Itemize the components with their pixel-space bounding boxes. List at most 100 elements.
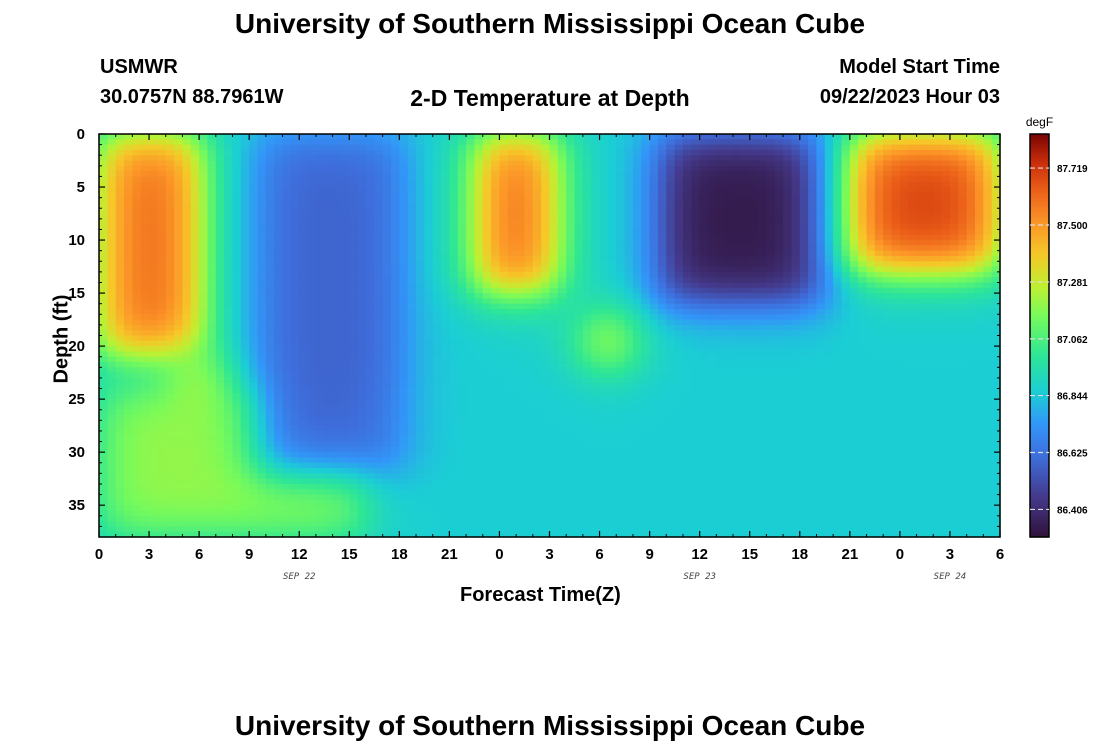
heatmap-cell: [641, 134, 651, 140]
heatmap-cell: [274, 356, 284, 363]
heatmap-cell: [265, 149, 275, 156]
heatmap-cell: [566, 505, 576, 512]
heatmap-cell: [582, 144, 592, 151]
heatmap-cell: [474, 255, 484, 262]
heatmap-cell: [324, 521, 334, 527]
heatmap-cell: [557, 499, 567, 506]
heatmap-cell: [182, 499, 192, 506]
heatmap-cell: [482, 478, 492, 485]
heatmap-cell: [240, 452, 250, 459]
heatmap-cell: [115, 293, 125, 299]
heatmap-cell: [349, 171, 359, 178]
heatmap-cell: [324, 324, 334, 331]
heatmap-cell: [115, 229, 125, 236]
heatmap-cell: [190, 224, 200, 231]
heatmap-cell: [599, 282, 609, 289]
heatmap-cell: [616, 335, 626, 342]
heatmap-cell: [215, 531, 225, 538]
heatmap-cell: [349, 176, 359, 183]
heatmap-cell: [491, 457, 501, 464]
heatmap-cell: [599, 425, 609, 432]
heatmap-cell: [466, 468, 476, 474]
heatmap-cell: [466, 271, 476, 278]
heatmap-cell: [441, 293, 450, 299]
heatmap-cell: [282, 149, 292, 156]
heatmap-cell: [407, 224, 417, 231]
heatmap-cell: [157, 165, 167, 172]
heatmap-cell: [140, 187, 150, 193]
heatmap-cell: [624, 229, 634, 236]
heatmap-cell: [616, 213, 626, 220]
heatmap-cell: [274, 489, 284, 496]
heatmap-cell: [407, 240, 417, 246]
heatmap-cell: [190, 452, 200, 459]
heatmap-cell: [265, 330, 275, 337]
heatmap-cell: [99, 462, 108, 469]
heatmap-cell: [282, 436, 292, 443]
heatmap-cell: [441, 388, 450, 395]
heatmap-cell: [99, 531, 108, 538]
heatmap-cell: [599, 377, 609, 384]
heatmap-cell: [466, 446, 476, 453]
heatmap-cell: [240, 388, 250, 395]
heatmap-cell: [424, 208, 434, 215]
heatmap-cell: [115, 383, 125, 390]
heatmap-cell: [632, 372, 642, 379]
heatmap-cell: [249, 171, 259, 178]
heatmap-cell: [149, 229, 158, 236]
heatmap-cell: [340, 324, 350, 331]
heatmap-cell: [507, 356, 517, 363]
heatmap-cell: [591, 531, 601, 538]
heatmap-cell: [282, 377, 292, 384]
heatmap-cell: [457, 314, 467, 321]
heatmap-cell: [124, 171, 133, 178]
heatmap-cell: [132, 383, 142, 390]
heatmap-cell: [157, 314, 167, 321]
heatmap-cell: [115, 245, 125, 252]
heatmap-cell: [124, 415, 133, 421]
heatmap-cell: [190, 261, 200, 268]
heatmap-cell: [582, 319, 592, 326]
heatmap-cell: [424, 303, 434, 310]
heatmap-cell: [632, 165, 642, 172]
heatmap-cell: [132, 510, 142, 517]
heatmap-cell: [299, 240, 309, 246]
heatmap-cell: [566, 420, 576, 427]
heatmap-cell: [99, 430, 108, 437]
heatmap-cell: [632, 515, 642, 522]
heatmap-cell: [390, 277, 400, 284]
heatmap-cell: [149, 441, 158, 448]
heatmap-cell: [532, 139, 542, 146]
heatmap-cell: [265, 446, 275, 453]
heatmap-cell: [407, 314, 417, 321]
heatmap-cell: [482, 441, 492, 448]
heatmap-cell: [232, 457, 242, 464]
heatmap-cell: [165, 303, 175, 310]
heatmap-cell: [215, 409, 225, 416]
heatmap-cell: [616, 330, 626, 337]
heatmap-cell: [582, 213, 592, 220]
heatmap-cell: [449, 165, 459, 172]
heatmap-cell: [541, 452, 551, 459]
heatmap-cell: [207, 441, 217, 448]
heatmap-cell: [399, 441, 409, 448]
heatmap-cell: [449, 383, 459, 390]
heatmap-cell: [549, 266, 559, 273]
heatmap-cell: [390, 149, 400, 156]
heatmap-cell: [182, 165, 192, 172]
heatmap-cell: [516, 462, 526, 469]
heatmap-cell: [315, 213, 325, 220]
heatmap-cell: [382, 330, 392, 337]
heatmap-cell: [232, 521, 242, 527]
heatmap-cell: [416, 430, 425, 437]
heatmap-cell: [207, 197, 217, 204]
heatmap-cell: [599, 473, 609, 480]
heatmap-cell: [407, 478, 417, 485]
heatmap-cell: [249, 277, 259, 284]
heatmap-cell: [265, 367, 275, 374]
heatmap-cell: [332, 436, 342, 443]
heatmap-cell: [449, 330, 459, 337]
heatmap-cell: [599, 202, 609, 209]
heatmap-cell: [541, 489, 551, 496]
heatmap-cell: [399, 420, 409, 427]
